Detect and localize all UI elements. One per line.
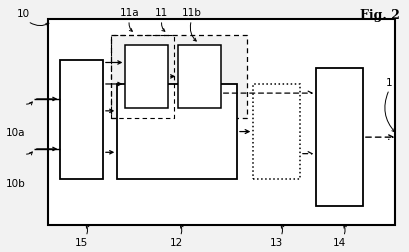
Bar [178, 45, 221, 108]
Bar [316, 68, 363, 206]
Bar [117, 84, 237, 179]
Text: 10: 10 [17, 9, 30, 19]
Bar [253, 84, 300, 179]
Bar [48, 19, 396, 225]
Text: 15: 15 [75, 238, 88, 248]
Bar [111, 35, 174, 118]
Text: 10a: 10a [6, 128, 25, 138]
Text: 11a: 11a [119, 8, 139, 17]
Text: Fig. 2: Fig. 2 [360, 9, 400, 22]
Bar [60, 60, 103, 179]
Text: 12: 12 [169, 238, 183, 248]
Text: 10b: 10b [6, 179, 25, 189]
Text: 1: 1 [386, 78, 393, 88]
Bar [111, 35, 247, 118]
Text: 11b: 11b [182, 8, 202, 17]
Bar [125, 45, 168, 108]
Text: 13: 13 [270, 238, 283, 248]
Text: 11: 11 [155, 8, 169, 17]
Text: 14: 14 [333, 238, 346, 248]
